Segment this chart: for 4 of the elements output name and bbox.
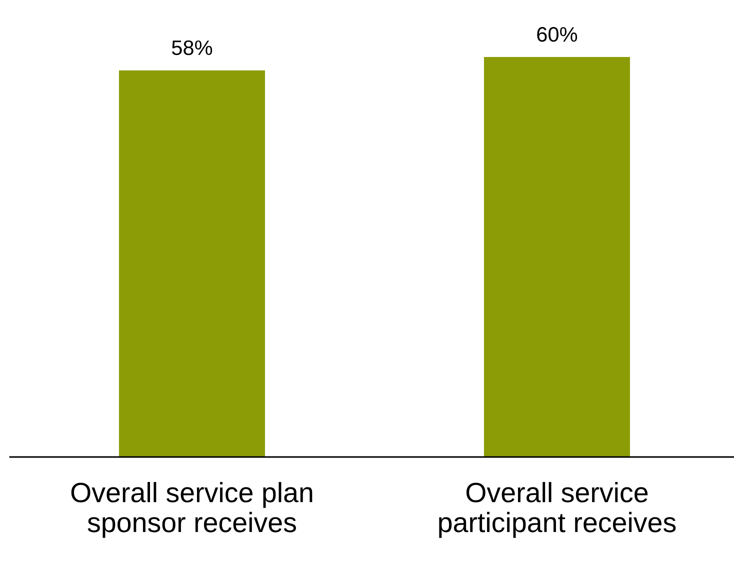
data-label: 58% bbox=[172, 40, 212, 56]
x-tick-label: Overall service participant receives bbox=[439, 482, 676, 538]
data-label: 60% bbox=[537, 27, 578, 42]
x-tick-label: Overall service plan sponsor receives bbox=[71, 482, 312, 538]
